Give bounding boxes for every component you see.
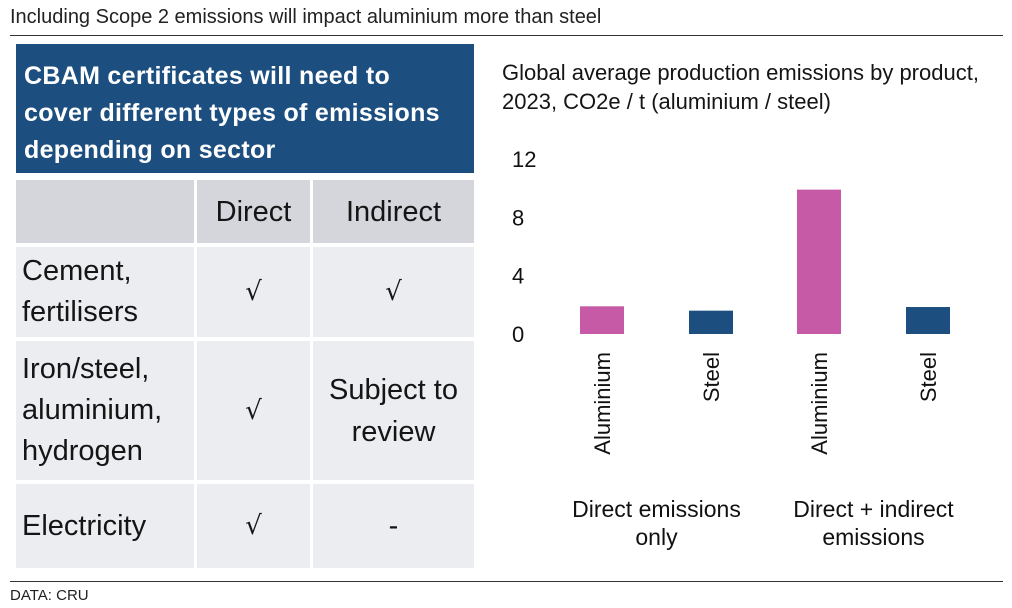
source-note: DATA: CRU: [10, 587, 89, 604]
x-category-label: Steel: [916, 352, 941, 402]
table-header-direct: Direct: [197, 180, 310, 243]
cbam-table: Direct Indirect Cement, fertilisers √ √ …: [16, 180, 474, 568]
x-category-label: Steel: [699, 352, 724, 402]
bar: [797, 189, 841, 334]
y-tick-label: 12: [512, 147, 536, 172]
direct-cell: √: [197, 484, 310, 568]
cbam-banner: CBAM certificates will need to cover dif…: [16, 44, 474, 173]
indirect-cell: Subject to review: [313, 341, 474, 480]
sector-cell: Electricity: [16, 484, 194, 568]
bar: [906, 307, 950, 334]
page-title: Including Scope 2 emissions will impact …: [10, 6, 602, 28]
x-category-label: Aluminium: [807, 352, 832, 455]
indirect-cell: √: [313, 247, 474, 337]
top-divider: [10, 35, 1003, 36]
sector-cell: Iron/steel, aluminium, hydrogen: [16, 341, 194, 480]
bar: [580, 306, 624, 334]
indirect-cell: -: [313, 484, 474, 568]
bar: [689, 310, 733, 334]
table-header-indirect: Indirect: [313, 180, 474, 243]
x-category-label: Aluminium: [590, 352, 615, 455]
direct-cell: √: [197, 341, 310, 480]
table-header-corner: [16, 180, 194, 243]
y-tick-label: 0: [512, 322, 524, 347]
chart-title: Global average production emissions by p…: [502, 60, 979, 114]
bottom-divider: [10, 581, 1003, 582]
sector-cell: Cement, fertilisers: [16, 247, 194, 337]
y-tick-label: 8: [512, 205, 524, 230]
y-tick-label: 4: [512, 264, 524, 289]
direct-cell: √: [197, 247, 310, 337]
group-label: Direct + indirect emissions: [793, 496, 954, 550]
group-label: Direct emissions only: [572, 496, 741, 550]
